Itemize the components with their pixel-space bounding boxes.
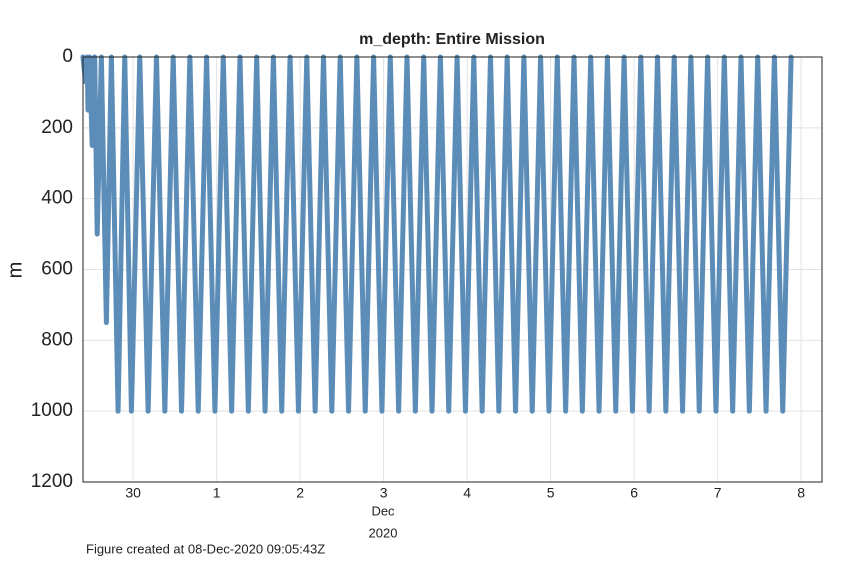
x-axis-label: Dec xyxy=(371,503,395,518)
y-tick-label: 800 xyxy=(41,329,73,350)
plot-frame xyxy=(82,56,823,483)
footnote: Figure created at 08-Dec-2020 09:05:43Z xyxy=(86,541,325,556)
x-axis-label: 2020 xyxy=(369,525,398,540)
x-tick-label: 2 xyxy=(296,485,304,501)
y-tick-label: 1200 xyxy=(31,471,73,492)
x-tick-label: 5 xyxy=(547,485,555,501)
x-tick-label: 7 xyxy=(714,485,722,501)
x-tick-label: 30 xyxy=(125,485,141,501)
y-tick-label: 0 xyxy=(62,46,73,67)
y-tick-label: 400 xyxy=(41,188,73,209)
x-tick-label: 4 xyxy=(463,485,471,501)
y-tick-label: 600 xyxy=(41,259,73,280)
x-tick-label: 6 xyxy=(630,485,638,501)
depth-line xyxy=(80,54,794,414)
y-axis-label: m xyxy=(4,262,26,279)
y-tick-label: 200 xyxy=(41,117,73,138)
x-tick-label: 3 xyxy=(380,485,388,501)
x-tick-label: 1 xyxy=(213,485,221,501)
plot xyxy=(80,54,794,414)
chart-title: m_depth: Entire Mission xyxy=(359,31,545,48)
x-tick-label: 8 xyxy=(797,485,805,501)
y-tick-label: 1000 xyxy=(31,400,73,421)
